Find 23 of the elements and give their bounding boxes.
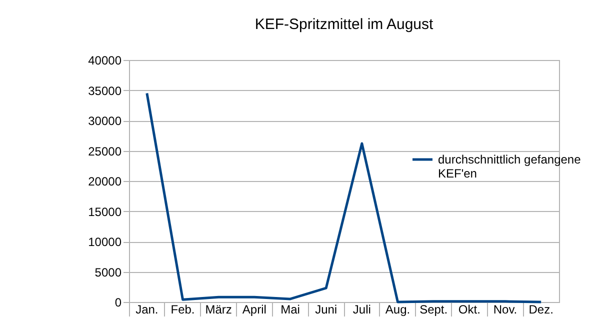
y-tick-label: 5000	[94, 265, 122, 280]
y-tick-label: 35000	[88, 84, 122, 98]
legend-label: durchschnittlich gefangene KEF'en	[438, 152, 582, 180]
x-tick-label: Feb.	[170, 302, 195, 316]
x-tick-label: Sept.	[420, 302, 448, 316]
x-tick-label: Aug.	[385, 302, 410, 316]
y-tick-label: 10000	[88, 235, 122, 249]
x-tick-label: Mai	[280, 302, 300, 316]
x-tick-label: Nov.	[493, 302, 518, 316]
chart-title: KEF-Spritzmittel im August	[254, 16, 434, 33]
y-tick-label: 40000	[88, 54, 122, 68]
y-tick-label: 15000	[88, 204, 122, 219]
x-tick-label: Juli	[352, 302, 371, 316]
x-tick-label: Jan.	[136, 302, 158, 316]
y-tick-label: 20000	[88, 174, 122, 188]
y-tick-label: 30000	[88, 114, 122, 128]
x-tick-label: April	[242, 302, 266, 316]
y-tick-label: 25000	[88, 144, 122, 158]
y-tick-label: 0	[114, 296, 122, 310]
x-tick-label: Dez.	[528, 302, 554, 316]
x-tick-label: Juni	[315, 302, 338, 316]
x-tick-label: Okt.	[458, 302, 480, 316]
x-tick-label: März	[205, 302, 232, 316]
